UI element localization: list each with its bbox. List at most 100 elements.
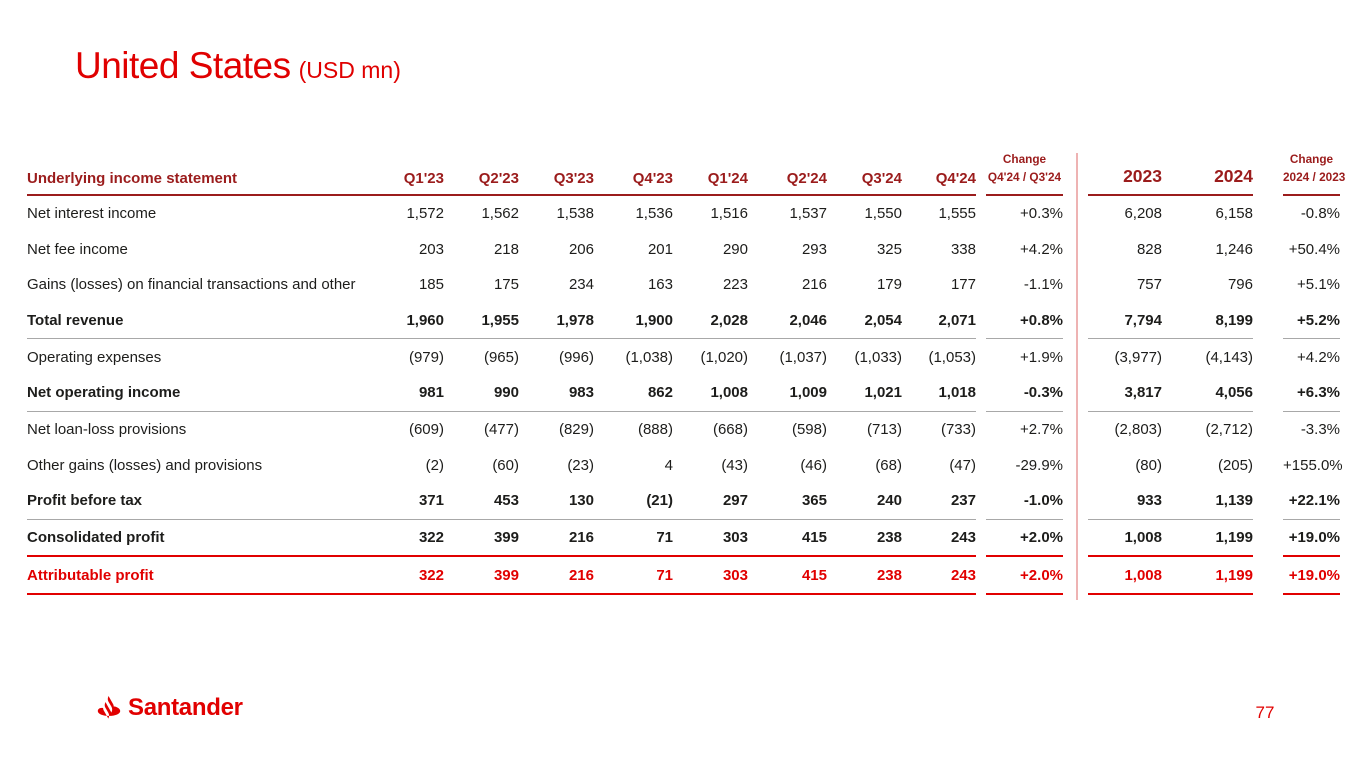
year-2024-value: 8,199 — [1162, 302, 1253, 340]
quarter-value: (713) — [866, 421, 902, 439]
quarter-value: 175 — [493, 276, 519, 294]
year-2024-value: 1,199 — [1162, 519, 1253, 558]
change-yearly-value: +50.4% — [1288, 240, 1340, 258]
quarter-value: (1,037) — [779, 348, 827, 366]
quarter-value: (477) — [483, 421, 519, 439]
year-2024-value: 1,139 — [1162, 483, 1253, 520]
row-gap — [1253, 195, 1283, 232]
quarter-value: 293 — [801, 240, 827, 258]
row-gap — [1063, 483, 1088, 519]
table-row: Attributable profit 322 399 216 71 303 415 238 2… — [27, 556, 1340, 596]
quarter-value: 303 — [673, 556, 748, 596]
row-gap — [976, 447, 986, 483]
year-2023-value: 933 — [1088, 483, 1162, 520]
header-q2-23: Q2'23 — [444, 150, 519, 196]
change-quarterly-value: +2.0% — [986, 519, 1063, 558]
row-gap — [1253, 267, 1283, 303]
income-statement-table: Underlying income statement Q1'23 Q2'23 … — [27, 150, 1345, 596]
quarter-value: 399 — [444, 556, 519, 596]
quarter-value: 1,960 — [368, 302, 444, 340]
row-gap — [1253, 375, 1283, 411]
quarter-value: 1,009 — [748, 375, 827, 412]
year-2024-value: 1,246 — [1215, 240, 1253, 258]
santander-wordmark: Santander — [128, 694, 243, 721]
quarter-value: 1,955 — [444, 302, 519, 340]
row-gap — [976, 483, 986, 519]
year-2023-value: 1,008 — [1088, 556, 1162, 596]
row-gap — [1253, 556, 1283, 594]
row-gap — [1063, 303, 1088, 339]
quarter-value: 322 — [368, 519, 444, 558]
row-gap — [1063, 195, 1088, 232]
row-label: Attributable profit — [27, 556, 368, 596]
change-yearly-value: +4.2% — [1297, 348, 1340, 366]
row-gap — [976, 375, 986, 411]
quarter-value: 163 — [647, 276, 673, 294]
quarter-value: (888) — [637, 421, 673, 439]
quarter-value: 223 — [722, 276, 748, 294]
change-yearly-value: +155.0% — [1283, 456, 1343, 474]
table-row: Consolidated profit 322 399 216 71 303 415 238 2… — [27, 519, 1340, 558]
quarter-value: 237 — [902, 483, 976, 520]
table-row: Net loan-loss provisions (609) (477) (829) (… — [27, 411, 1340, 447]
quarter-value: (68) — [875, 456, 902, 474]
quarter-value: 371 — [368, 483, 444, 520]
quarter-value: 862 — [594, 375, 673, 412]
change-yearly-value: +22.1% — [1283, 483, 1340, 520]
header-q4-24: Q4'24 — [902, 150, 976, 196]
quarter-value: 179 — [876, 276, 902, 294]
quarter-value: 990 — [444, 375, 519, 412]
header-q3-23: Q3'23 — [519, 150, 594, 196]
row-label: Profit before tax — [27, 483, 368, 520]
quarter-value: (1,053) — [928, 348, 976, 366]
quarter-value: 71 — [594, 556, 673, 596]
year-2023-value: 3,817 — [1088, 375, 1162, 412]
year-2024-value: 1,199 — [1162, 556, 1253, 596]
quarter-value: 177 — [950, 276, 976, 294]
header-change-quarterly: Change Q4'24 / Q3'24 — [986, 150, 1063, 196]
row-gap — [1063, 519, 1088, 556]
row-gap — [1063, 231, 1088, 267]
quarter-value: (829) — [558, 421, 594, 439]
header-q2-24: Q2'24 — [748, 150, 827, 196]
row-label: Net fee income — [27, 240, 128, 258]
row-gap — [1063, 339, 1088, 375]
year-2024-value: (205) — [1217, 456, 1253, 474]
year-2023-value: 757 — [1136, 276, 1162, 294]
change-quarterly-value: +1.9% — [1020, 348, 1063, 366]
quarter-value: 1,978 — [519, 302, 594, 340]
row-label: Other gains (losses) and provisions — [27, 456, 263, 474]
row-gap — [1063, 556, 1088, 594]
change-yearly-value: -3.3% — [1300, 421, 1340, 439]
change-yearly-value: +6.3% — [1283, 375, 1340, 412]
quarter-value: 1,018 — [902, 375, 976, 412]
row-label: Net loan-loss provisions — [27, 421, 187, 439]
table-row: Gains (losses) on financial transactions… — [27, 267, 1340, 303]
quarter-value: (609) — [408, 421, 444, 439]
quarter-value: (46) — [800, 456, 827, 474]
header-year-2024: 2024 — [1162, 150, 1253, 196]
quarter-value: 415 — [748, 556, 827, 596]
quarter-value: 238 — [827, 519, 902, 558]
table-row: Net operating income 981 990 983 862 1,008 1,0… — [27, 375, 1340, 412]
quarter-value: 203 — [418, 240, 444, 258]
quarter-value: 216 — [801, 276, 827, 294]
table-row: Net fee income 203 218 206 201 290 293 325 338 +4… — [27, 231, 1340, 267]
page-title: United States (USD mn) — [75, 45, 401, 87]
quarter-value: 216 — [519, 556, 594, 596]
quarter-value: 1,516 — [710, 204, 748, 222]
row-label: Net interest income — [27, 204, 157, 222]
year-2024-value: (4,143) — [1205, 348, 1253, 366]
quarter-value: (21) — [594, 483, 673, 520]
row-label: Total revenue — [27, 302, 368, 340]
change-quarterly-value: -1.1% — [1023, 276, 1063, 294]
quarter-value: 303 — [673, 519, 748, 558]
row-gap — [1063, 411, 1088, 447]
quarter-value: 453 — [444, 483, 519, 520]
row-gap — [1253, 447, 1283, 483]
year-2023-value: 828 — [1136, 240, 1162, 258]
change-yearly-value: +19.0% — [1283, 556, 1340, 596]
row-gap — [1253, 519, 1283, 556]
quarter-value: 297 — [673, 483, 748, 520]
santander-flame-icon — [95, 695, 123, 721]
